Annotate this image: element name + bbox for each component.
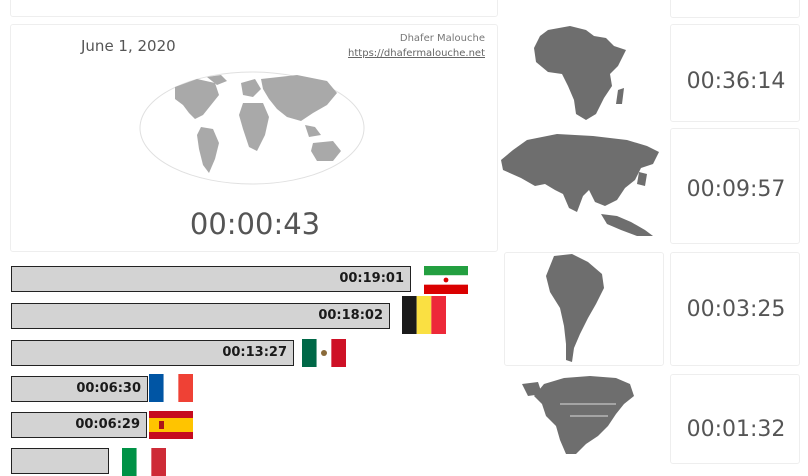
africa-time: 00:36:14 — [686, 69, 786, 94]
country-bar-france: 00:06:30 — [11, 376, 148, 402]
world-elapsed-time: 00:00:43 — [189, 207, 321, 241]
belgium-flag-icon — [402, 296, 446, 334]
north-america-map-icon — [522, 376, 634, 454]
north-america-time: 00:01:32 — [686, 417, 786, 442]
africa-card: 00:36:14 — [670, 24, 800, 122]
south-america-card: 00:03:25 — [670, 252, 800, 366]
mexico-flag-icon — [302, 339, 346, 367]
italy-flag-icon — [122, 448, 166, 476]
south-america-map-icon — [546, 254, 604, 362]
iran-flag-icon — [424, 266, 468, 294]
world-map-icon — [139, 71, 365, 185]
country-bar-spain: 00:06:29 — [11, 412, 147, 438]
asia-time: 00:09:57 — [686, 177, 786, 202]
top-partial-card-right — [670, 0, 800, 18]
country-bar-mexico: 00:13:27 — [11, 340, 294, 366]
asia-card: 00:09:57 — [670, 128, 800, 244]
country-bar-italy — [11, 448, 109, 474]
spain-flag-icon — [149, 411, 193, 439]
country-bar-iran: 00:19:01 — [11, 266, 411, 292]
world-panel: June 1, 2020 Dhafer Malouche https://dha… — [10, 24, 498, 252]
south-america-time: 00:03:25 — [686, 297, 786, 322]
author-name: Dhafer Malouche — [399, 33, 485, 44]
country-bar-belgium: 00:18:02 — [11, 303, 390, 329]
date-label: June 1, 2020 — [81, 37, 176, 55]
north-america-card: 00:01:32 — [670, 374, 800, 464]
author-credit: Dhafer Malouche https://dhafermalouche.n… — [348, 31, 485, 61]
france-flag-icon — [149, 374, 193, 402]
africa-map-icon — [534, 26, 626, 120]
author-website-link[interactable]: https://dhafermalouche.net — [348, 48, 485, 59]
top-partial-card — [10, 0, 498, 17]
asia-map-icon — [501, 134, 659, 236]
